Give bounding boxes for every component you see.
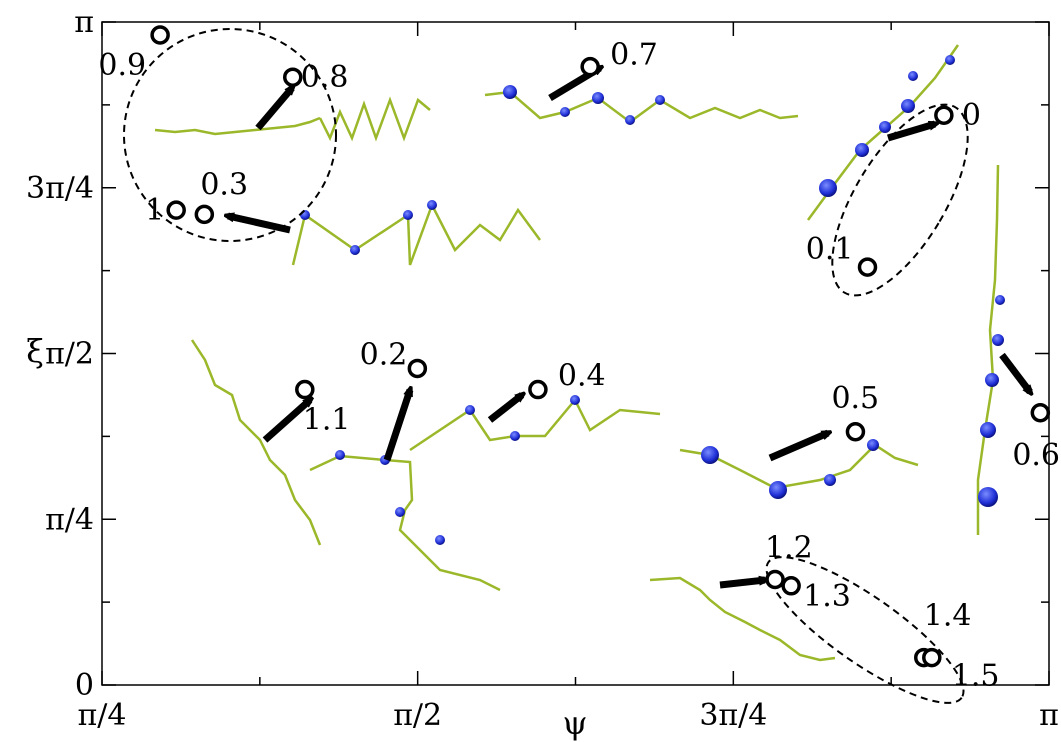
inset-helix-diag bbox=[190, 339, 322, 546]
data-point-0.3 bbox=[194, 204, 215, 225]
data-point-label-1: 1 bbox=[145, 193, 164, 228]
inset-branch-center bbox=[309, 397, 661, 592]
data-point-label-0.5: 0.5 bbox=[831, 381, 879, 416]
ellipse-group-bottom bbox=[765, 556, 965, 704]
inset-helix-lower bbox=[649, 576, 836, 662]
data-point-0.4 bbox=[528, 379, 548, 400]
arrow-0.4 bbox=[487, 395, 522, 423]
arrow-0.5 bbox=[768, 429, 828, 462]
y-tick-label-1: π/4 bbox=[45, 502, 94, 537]
data-point-label-1.1: 1.1 bbox=[303, 403, 351, 438]
data-point-label-0.4: 0.4 bbox=[558, 359, 606, 394]
y-tick-label-3: 3π/4 bbox=[26, 171, 94, 206]
structure-insets bbox=[154, 44, 1000, 662]
arrow-0.2 bbox=[383, 390, 414, 462]
data-point-label-0.6: 0.6 bbox=[1012, 438, 1060, 473]
data-point-0.6 bbox=[1030, 403, 1051, 423]
x-tick-label-0: π/4 bbox=[78, 698, 127, 733]
inset-column-right bbox=[976, 164, 1000, 535]
x-tick-label-1: π/2 bbox=[393, 698, 442, 733]
data-point-1.5 bbox=[922, 647, 942, 668]
axis-tick-labels: π/4 π/2 3π/4 π0π/4π/23π/4π bbox=[26, 5, 1059, 733]
group-ellipses bbox=[123, 28, 969, 704]
ellipse-group-top-left bbox=[123, 28, 337, 242]
arrow-0.6 bbox=[999, 352, 1030, 392]
arrow-0 bbox=[887, 120, 935, 142]
data-point-label-0.8: 0.8 bbox=[301, 60, 349, 95]
data-point-0.9 bbox=[150, 25, 170, 45]
y-tick-label-2: π/2 bbox=[45, 337, 94, 372]
structure-beads bbox=[300, 55, 1005, 545]
data-point-label-1.4: 1.4 bbox=[924, 599, 972, 634]
data-point-0 bbox=[934, 105, 954, 125]
arrow-0.8 bbox=[255, 88, 292, 131]
x-tick-label-2: 3π/4 bbox=[699, 698, 767, 733]
data-point-label-0.3: 0.3 bbox=[200, 167, 248, 202]
data-point-0.7 bbox=[580, 56, 600, 77]
plot-frame bbox=[101, 21, 1050, 686]
x-tick-label-3: π bbox=[1039, 698, 1059, 733]
data-point-1.2 bbox=[765, 569, 785, 590]
axis-ticks bbox=[101, 21, 1050, 686]
y-axis-title: ξ bbox=[26, 332, 44, 370]
data-point-label-0.1: 0.1 bbox=[806, 232, 854, 267]
data-point-0.8 bbox=[283, 67, 303, 87]
annotation-arrows bbox=[228, 68, 1030, 589]
data-point-label-0.7: 0.7 bbox=[610, 38, 658, 73]
data-point-label-1.2: 1.2 bbox=[765, 530, 813, 565]
data-point-0.1 bbox=[857, 257, 878, 277]
x-axis-title: ψ bbox=[562, 704, 587, 742]
data-point-1.1 bbox=[295, 379, 315, 400]
data-point-1 bbox=[166, 200, 186, 220]
data-point-label-0: 0 bbox=[962, 98, 981, 133]
inset-zigzag-left bbox=[291, 201, 542, 266]
arrow-0.3 bbox=[228, 216, 291, 234]
ellipse-group-top-right bbox=[831, 103, 969, 297]
arrow-1.1 bbox=[262, 400, 310, 443]
data-point-label-0.9: 0.9 bbox=[98, 48, 146, 83]
data-point-label-1.5: 1.5 bbox=[952, 659, 1000, 694]
inset-zigzag-mid-right bbox=[679, 443, 919, 490]
data-point-label-0.2: 0.2 bbox=[360, 337, 408, 372]
data-point-0.2 bbox=[407, 358, 428, 379]
inset-zigzag-top bbox=[484, 90, 799, 124]
inset-helix-tight bbox=[154, 96, 431, 142]
arrow-1.2 bbox=[719, 580, 765, 589]
data-point-0.5 bbox=[845, 422, 866, 442]
data-points: 0 0.1 0.2 0.3 0.4 0.5 0.6 0.7 0.8 0.9 1 1.1 1.2 1.3 1.… bbox=[98, 25, 1060, 694]
data-point-1.3 bbox=[781, 576, 801, 596]
y-tick-label-4: π bbox=[74, 5, 94, 40]
data-point-label-1.3: 1.3 bbox=[803, 579, 851, 614]
y-tick-label-0: 0 bbox=[75, 668, 94, 703]
